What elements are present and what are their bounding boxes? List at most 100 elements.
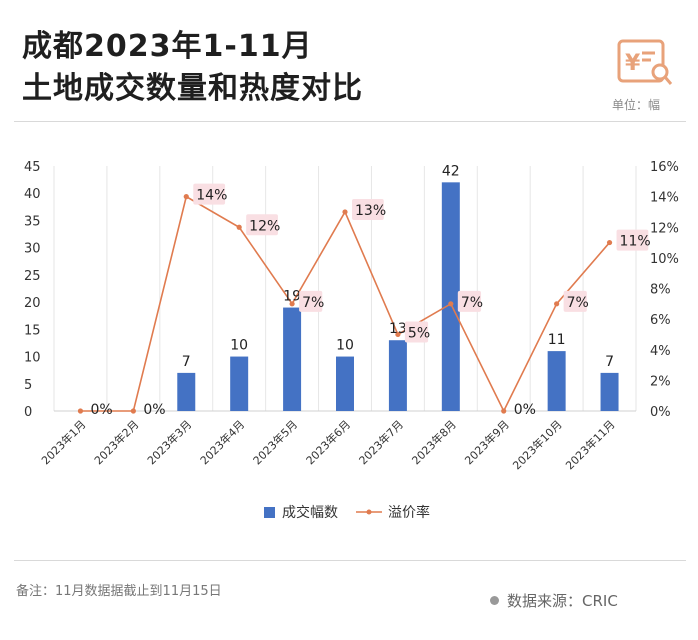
x-tick-label: 2023年4月 bbox=[197, 417, 247, 467]
y-right-tick-label: 2% bbox=[650, 374, 671, 389]
line-value-label: 11% bbox=[620, 234, 651, 250]
footer-divider bbox=[14, 560, 686, 561]
bar bbox=[336, 356, 354, 411]
line-label-bg bbox=[457, 290, 482, 312]
y-left-tick-label: 45 bbox=[24, 160, 41, 175]
axis-layer: 0 5 10 15 20 25 30 35 40 45 0% 2% 4% 6% 8% 10% 12% 14% 16%… bbox=[24, 160, 679, 472]
bar bbox=[283, 307, 302, 411]
grid-layer bbox=[53, 166, 637, 411]
line-point bbox=[395, 331, 401, 338]
bar-value-label: 42 bbox=[442, 163, 460, 179]
title-line-2: 土地成交数量和热度对比 bbox=[22, 71, 363, 106]
y-left-tick-label: 35 bbox=[24, 214, 41, 229]
x-tick-label: 2023年6月 bbox=[303, 417, 353, 467]
bar-value-label: 13 bbox=[389, 321, 407, 337]
y-left-tick-label: 40 bbox=[24, 187, 41, 202]
page-title: 成都2023年1-11月 土地成交数量和热度对比 bbox=[22, 26, 363, 110]
line-label-bg bbox=[563, 290, 587, 312]
data-source: 数据来源：CRIC bbox=[490, 590, 618, 611]
line-point bbox=[606, 239, 613, 246]
bullet-icon bbox=[490, 596, 499, 605]
y-left-tick-label: 15 bbox=[24, 323, 41, 338]
legend-swatch-bar bbox=[264, 507, 275, 518]
legend-label-line: 溢价率 bbox=[388, 504, 430, 521]
line-value-label: 5% bbox=[408, 325, 430, 341]
bar-value-label: 7 bbox=[182, 354, 191, 370]
line-layer bbox=[77, 194, 613, 414]
bar-value-label: 7 bbox=[605, 354, 614, 370]
line-value-label: 0% bbox=[514, 402, 536, 418]
bar bbox=[230, 356, 249, 411]
y-right-tick-label: 12% bbox=[650, 221, 679, 236]
line-point bbox=[448, 301, 454, 307]
line-point bbox=[501, 408, 507, 414]
y-right-tick-label: 10% bbox=[650, 252, 679, 267]
data-source-text: 数据来源：CRIC bbox=[507, 592, 618, 610]
y-right-tick-label: 14% bbox=[650, 191, 679, 206]
y-left-tick-label: 0 bbox=[24, 405, 32, 420]
bar-value-label: 19 bbox=[283, 289, 301, 305]
y-right-tick-label: 8% bbox=[650, 283, 671, 298]
bar bbox=[177, 372, 196, 411]
y-left-tick-label: 10 bbox=[24, 351, 41, 366]
y-right-tick-label: 0% bbox=[650, 405, 671, 420]
bar-value-label: 10 bbox=[230, 338, 248, 354]
line-value-label: 0% bbox=[143, 402, 165, 418]
line-value-label: 13% bbox=[355, 203, 386, 219]
x-tick-label: 2023年2月 bbox=[91, 417, 141, 467]
y-left-tick-label: 20 bbox=[24, 296, 41, 311]
line-point bbox=[236, 224, 242, 230]
bar bbox=[547, 351, 566, 411]
y-left-tick-label: 5 bbox=[24, 378, 32, 393]
bar bbox=[388, 340, 407, 411]
line-label-bg bbox=[193, 183, 226, 205]
line-label-bg bbox=[404, 321, 429, 343]
title-line-1: 成都2023年1-11月 bbox=[22, 29, 313, 64]
bar bbox=[600, 372, 619, 411]
legend: 成交幅数 溢价率 bbox=[264, 504, 430, 521]
line-label-bg bbox=[246, 214, 278, 236]
x-tick-label: 2023年3月 bbox=[144, 417, 194, 467]
y-right-tick-label: 4% bbox=[650, 344, 671, 359]
line-value-label: 14% bbox=[196, 188, 227, 204]
line-point bbox=[130, 408, 136, 414]
x-tick-label: 2023年8月 bbox=[409, 417, 459, 467]
line-value-label: 7% bbox=[302, 295, 324, 311]
svg-text:¥: ¥ bbox=[625, 51, 641, 76]
x-tick-label: 2023年1月 bbox=[38, 417, 88, 467]
y-left-tick-label: 30 bbox=[24, 242, 41, 257]
footnote: 备注：11月数据据截止到11月15日 bbox=[16, 584, 222, 599]
bar bbox=[441, 182, 460, 411]
x-tick-label: 2023年11月 bbox=[563, 417, 618, 472]
combo-chart: 0 5 10 15 20 25 30 35 40 45 0% 2% 4% 6% 8% 10% 12% 14% 16%… bbox=[24, 160, 679, 521]
line-point bbox=[554, 301, 560, 307]
legend-label-bar: 成交幅数 bbox=[282, 504, 338, 521]
label-layer: 7 10 19 10 13 42 11 7 0% 0% 14% 12% 7% 13% 5% 7% 0% 7% 11% bbox=[90, 163, 650, 418]
line-point bbox=[183, 194, 189, 200]
line-value-label: 7% bbox=[461, 295, 483, 311]
y-left-tick-label: 25 bbox=[24, 269, 41, 284]
y-right-tick-label: 16% bbox=[650, 160, 679, 175]
line-value-label: 7% bbox=[567, 295, 589, 311]
x-tick-label: 2023年7月 bbox=[356, 417, 406, 467]
line-value-label: 12% bbox=[249, 218, 280, 234]
line-label-bg bbox=[616, 229, 649, 251]
line-label-bg bbox=[352, 198, 384, 220]
bar-value-label: 11 bbox=[548, 332, 566, 348]
unit-label: 单位：幅 bbox=[612, 98, 661, 112]
chart-panel: 0 5 10 15 20 25 30 35 40 45 0% 2% 4% 6% 8% 10% 12% 14% 16%… bbox=[14, 150, 686, 540]
legend-swatch-marker bbox=[366, 509, 372, 515]
header-divider bbox=[14, 121, 686, 122]
bar-layer bbox=[177, 182, 619, 411]
line-point bbox=[342, 209, 348, 215]
line-value-label: 0% bbox=[90, 402, 112, 418]
y-right-tick-label: 6% bbox=[650, 313, 671, 328]
x-tick-label: 2023年9月 bbox=[462, 417, 512, 467]
bar-value-label: 10 bbox=[336, 338, 354, 354]
x-tick-label: 2023年10月 bbox=[510, 417, 565, 472]
line-point bbox=[77, 408, 84, 414]
yen-document-search-icon: ¥ bbox=[617, 39, 675, 89]
x-tick-label: 2023年5月 bbox=[250, 417, 300, 467]
line-point bbox=[289, 301, 295, 307]
line-label-bg bbox=[299, 290, 323, 312]
